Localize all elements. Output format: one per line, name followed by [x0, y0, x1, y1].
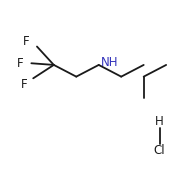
- Text: Cl: Cl: [154, 144, 165, 157]
- Text: F: F: [21, 79, 27, 91]
- Text: F: F: [22, 35, 29, 48]
- Text: H: H: [155, 115, 164, 128]
- Text: NH: NH: [101, 56, 118, 69]
- Text: F: F: [17, 57, 23, 70]
